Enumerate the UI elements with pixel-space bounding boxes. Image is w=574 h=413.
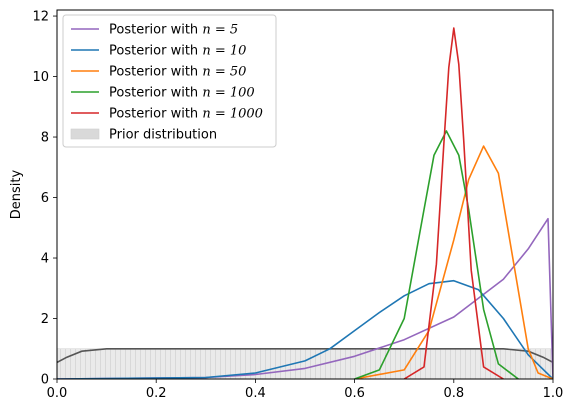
legend-swatch-prior: [70, 128, 100, 140]
series-line-50: [354, 145, 553, 379]
x-tick-label: 1.0: [543, 386, 564, 401]
plot-frame: [56, 9, 554, 380]
y-tick-label: 2: [41, 312, 49, 327]
y-tick-label: 12: [32, 10, 49, 25]
x-tick-label: 0.6: [344, 386, 365, 401]
prior-density-line: [57, 347, 553, 364]
series-line-5: [57, 217, 553, 379]
legend-entry-label: Posterior with n = 1000: [109, 107, 263, 122]
y-tick-label: 6: [41, 191, 49, 206]
legend-entry-label: Posterior with n = 100: [109, 86, 255, 101]
plot-area: [57, 27, 553, 379]
x-tick-label: 0.2: [146, 386, 167, 401]
legend-entry-label: Posterior with n = 50: [109, 65, 246, 80]
legend: Posterior with n = 5 Posterior with n = 1…: [62, 14, 277, 148]
series-line-10: [57, 279, 553, 379]
x-tick-label: 0.8: [443, 386, 464, 401]
series-line-1000: [403, 27, 504, 379]
legend-box: [62, 14, 277, 148]
legend-entry-label: Posterior with n = 5: [109, 23, 238, 38]
prior-distribution-area: [57, 348, 553, 379]
y-axis-label: Density: [9, 169, 24, 219]
x-tick-label: 0.4: [245, 386, 266, 401]
y-tick-label: 10: [32, 70, 49, 85]
y-tick-label: 0: [41, 373, 49, 388]
y-tick-label: 4: [41, 252, 49, 267]
axis-ticks: 0.0 0.2 0.4 0.6 0.8 1.0 0 2 4 6 8 10 12: [32, 10, 563, 401]
legend-entry-prior: Prior distribution: [109, 128, 217, 143]
y-tick-label: 8: [41, 131, 49, 146]
series-line-100: [354, 130, 519, 379]
x-tick-label: 0.0: [47, 386, 68, 401]
legend-entry-label: Posterior with n = 10: [109, 44, 246, 59]
